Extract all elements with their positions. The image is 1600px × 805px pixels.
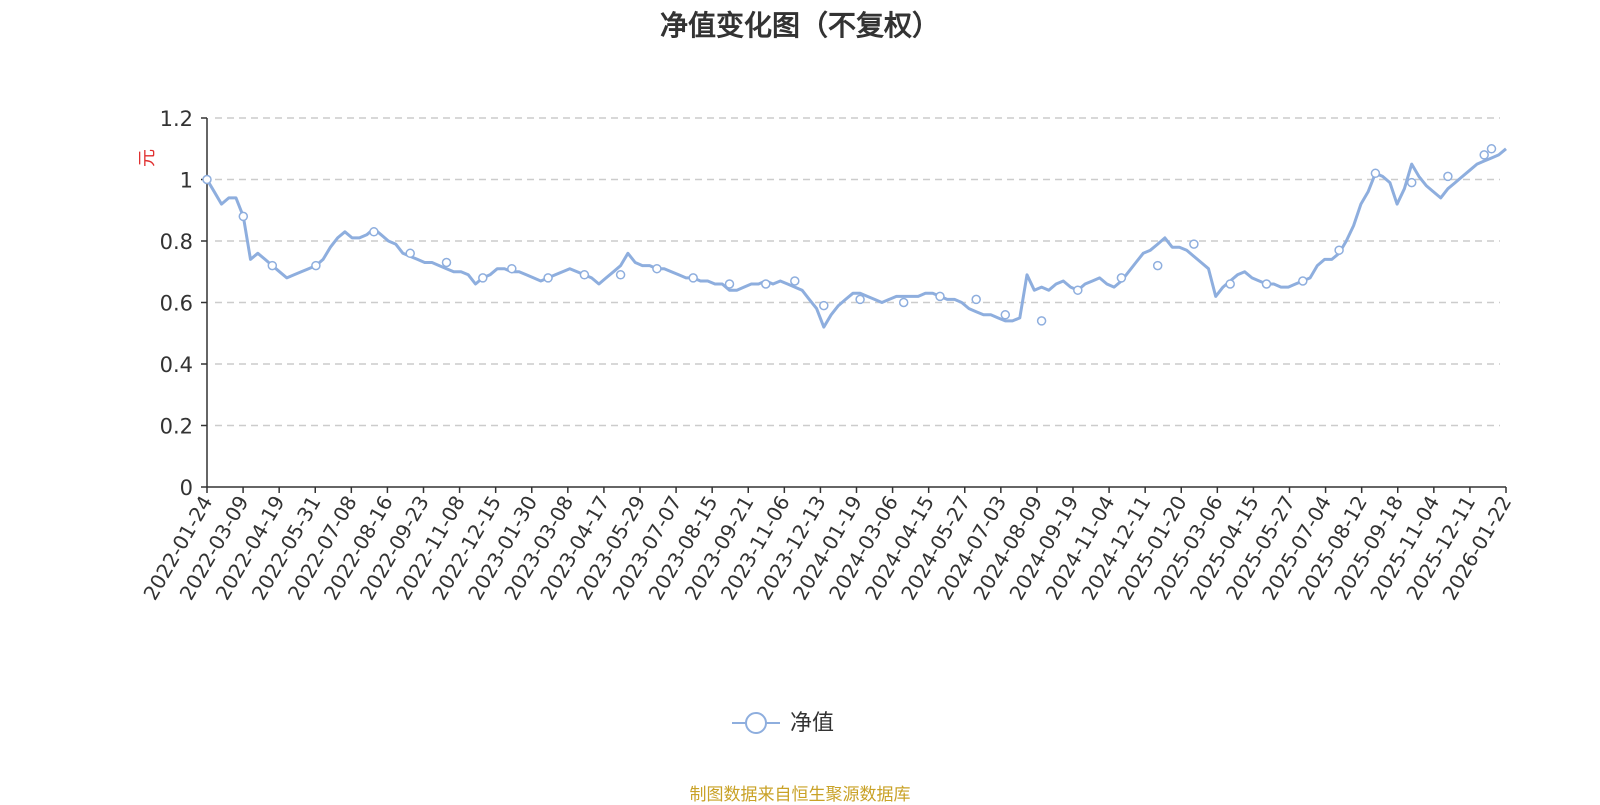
y-tick-label: 0.8 bbox=[160, 230, 193, 254]
data-point-marker[interactable] bbox=[1479, 150, 1489, 160]
data-point-marker[interactable] bbox=[724, 279, 735, 289]
data-point-marker[interactable] bbox=[1298, 276, 1308, 286]
data-point-marker[interactable] bbox=[761, 279, 771, 289]
data-point-marker[interactable] bbox=[1036, 316, 1047, 326]
data-point-marker[interactable] bbox=[405, 248, 415, 259]
data-point-marker[interactable] bbox=[267, 260, 278, 271]
data-point-marker[interactable] bbox=[478, 273, 488, 283]
data-point-marker[interactable] bbox=[1000, 310, 1011, 320]
series-line-nav bbox=[205, 147, 1507, 329]
data-point-marker[interactable] bbox=[507, 263, 517, 274]
data-point-marker[interactable] bbox=[688, 273, 698, 283]
data-point-marker[interactable] bbox=[898, 297, 909, 308]
data-point-marker[interactable] bbox=[615, 270, 626, 280]
data-point-marker[interactable] bbox=[1225, 279, 1235, 289]
x-ticks: 2022-01-242022-03-092022-04-192022-05-31… bbox=[138, 487, 1516, 604]
series-markers bbox=[202, 144, 1497, 326]
legend[interactable]: 净值 bbox=[732, 711, 834, 736]
data-point-marker[interactable] bbox=[790, 276, 800, 286]
y-tick-label: 0.2 bbox=[160, 415, 193, 439]
data-point-marker[interactable] bbox=[1443, 171, 1453, 182]
data-point-marker[interactable] bbox=[1406, 177, 1417, 188]
data-point-marker[interactable] bbox=[579, 270, 590, 280]
legend-circle-icon bbox=[745, 712, 767, 734]
chart-title: 净值变化图（不复权） bbox=[659, 9, 940, 42]
data-point-marker[interactable] bbox=[1334, 245, 1344, 255]
data-point-marker[interactable] bbox=[1261, 279, 1272, 289]
data-point-marker[interactable] bbox=[935, 291, 945, 302]
data-point-marker[interactable] bbox=[1189, 239, 1199, 249]
data-point-marker[interactable] bbox=[369, 227, 379, 237]
data-point-marker[interactable] bbox=[238, 211, 249, 222]
series-line bbox=[205, 147, 1507, 329]
y-tick-label: 0.6 bbox=[160, 292, 193, 316]
data-point-marker[interactable] bbox=[1152, 260, 1163, 271]
data-point-marker[interactable] bbox=[855, 294, 865, 305]
data-point-marker[interactable] bbox=[202, 174, 212, 185]
y-tick-label: 1 bbox=[180, 169, 193, 193]
y-axis-unit-label: 元 bbox=[137, 149, 158, 167]
y-tick-label: 0.4 bbox=[160, 353, 193, 377]
data-point-marker[interactable] bbox=[1370, 168, 1381, 179]
data-point-marker[interactable] bbox=[311, 260, 321, 271]
y-ticks: 0 0.2 0.4 0.6 0.8 1 1.2 bbox=[160, 107, 207, 500]
data-point-marker[interactable] bbox=[543, 273, 553, 283]
data-point-marker[interactable] bbox=[441, 257, 452, 268]
data-point-marker[interactable] bbox=[1116, 273, 1127, 283]
data-point-marker[interactable] bbox=[652, 263, 662, 274]
data-point-marker[interactable] bbox=[1486, 144, 1497, 154]
legend-label: 净值 bbox=[790, 711, 834, 736]
data-point-marker[interactable] bbox=[971, 294, 981, 305]
nav-line-chart: 0 0.2 0.4 0.6 0.8 1 1.2 2022-01-242022-03-0920… bbox=[137, 107, 1516, 736]
y-tick-label: 1.2 bbox=[160, 107, 193, 131]
source-note: 制图数据来自恒生聚源数据库 bbox=[689, 785, 911, 805]
grid-lines bbox=[215, 117, 1500, 427]
data-point-marker[interactable] bbox=[819, 300, 829, 311]
data-point-marker[interactable] bbox=[1073, 285, 1083, 295]
y-tick-label: 0 bbox=[180, 476, 193, 500]
